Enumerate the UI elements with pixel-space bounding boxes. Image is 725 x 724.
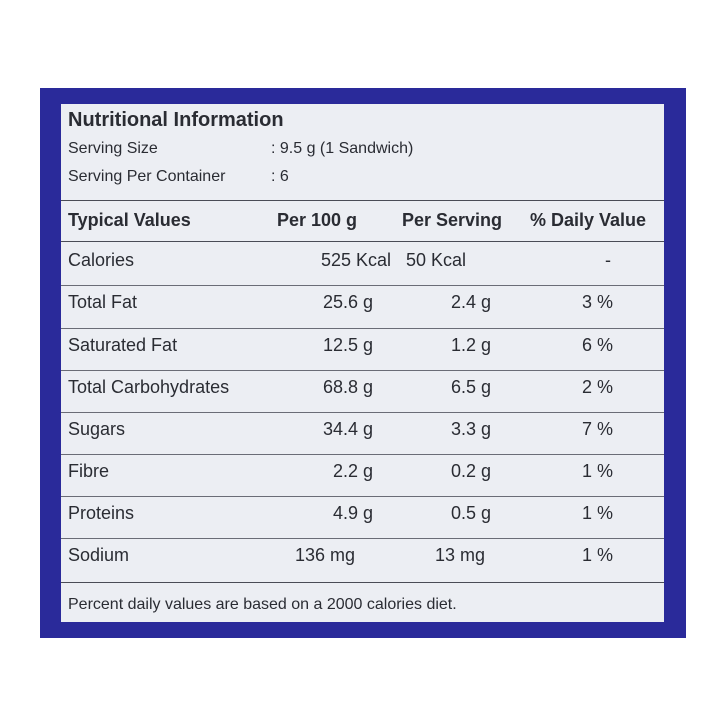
row-daily-value: 7 % xyxy=(581,419,613,439)
row-per-serving: 13 mg xyxy=(434,545,485,565)
row-per-100g: 525 Kcal xyxy=(320,250,391,270)
table-row: Sugars 34.4 g 3.3 g 7 % xyxy=(61,413,664,455)
row-per-serving: 0.2 g xyxy=(450,461,491,481)
table-row: Total Carbohydrates 68.8 g 6.5 g 2 % xyxy=(61,371,664,413)
row-per-100g: 25.6 g xyxy=(322,292,373,312)
table-row: Calories 525 Kcal 50 Kcal - xyxy=(61,244,664,286)
label-title: Nutritional Information xyxy=(68,109,284,131)
column-header-typical-values: Typical Values xyxy=(68,210,191,230)
row-name: Total Carbohydrates xyxy=(68,377,230,397)
row-per-100g: 2.2 g xyxy=(332,461,373,481)
column-header-daily-value: % Daily Value xyxy=(530,210,647,230)
row-per-100g: 136 mg xyxy=(294,545,355,565)
serving-size-label: Serving Size xyxy=(68,140,158,157)
row-daily-value: 6 % xyxy=(581,335,613,355)
row-daily-value: 1 % xyxy=(581,461,613,481)
row-per-serving: 50 Kcal xyxy=(405,250,466,270)
table-row: Saturated Fat 12.5 g 1.2 g 6 % xyxy=(61,329,664,371)
row-divider xyxy=(61,496,664,497)
servings-per-container-label: Serving Per Container xyxy=(68,168,226,185)
serving-size-value: : 9.5 g (1 Sandwich) xyxy=(271,140,414,157)
column-header-per-serving: Per Serving xyxy=(402,210,503,230)
servings-per-container-value: : 6 xyxy=(271,168,289,185)
row-per-100g: 12.5 g xyxy=(322,335,373,355)
header-divider-bottom xyxy=(61,241,664,242)
row-name: Saturated Fat xyxy=(68,335,178,355)
row-per-100g: 4.9 g xyxy=(332,503,373,523)
row-divider xyxy=(61,370,664,371)
row-daily-value: 1 % xyxy=(581,545,613,565)
row-daily-value: - xyxy=(605,250,611,270)
row-divider xyxy=(61,454,664,455)
table-row: Total Fat 25.6 g 2.4 g 3 % xyxy=(61,286,664,328)
row-per-serving: 1.2 g xyxy=(450,335,491,355)
row-per-serving: 6.5 g xyxy=(450,377,491,397)
row-per-serving: 2.4 g xyxy=(450,292,491,312)
footnote: Percent daily values are based on a 2000… xyxy=(68,596,457,613)
row-daily-value: 3 % xyxy=(581,292,613,312)
row-per-100g: 34.4 g xyxy=(322,419,373,439)
row-name: Sugars xyxy=(68,419,126,439)
row-daily-value: 2 % xyxy=(581,377,613,397)
row-per-serving: 3.3 g xyxy=(450,419,491,439)
row-divider xyxy=(61,538,664,539)
row-name: Sodium xyxy=(68,545,130,565)
row-name: Fibre xyxy=(68,461,110,481)
label-border-frame: Nutritional Information Serving Size : 9… xyxy=(40,88,686,638)
footnote-divider xyxy=(61,582,664,583)
row-name: Proteins xyxy=(68,503,135,523)
header-divider-top xyxy=(61,200,664,201)
table-row: Fibre 2.2 g 0.2 g 1 % xyxy=(61,455,664,497)
column-header-per-100g: Per 100 g xyxy=(277,210,358,230)
row-divider xyxy=(61,285,664,286)
row-name: Calories xyxy=(68,250,135,270)
row-divider xyxy=(61,412,664,413)
row-per-serving: 0.5 g xyxy=(450,503,491,523)
row-divider xyxy=(61,328,664,329)
row-name: Total Fat xyxy=(68,292,138,312)
row-per-100g: 68.8 g xyxy=(322,377,373,397)
table-row: Proteins 4.9 g 0.5 g 1 % xyxy=(61,497,664,539)
row-daily-value: 1 % xyxy=(581,503,613,523)
nutrition-label-panel: Nutritional Information Serving Size : 9… xyxy=(61,104,664,622)
table-row: Sodium 136 mg 13 mg 1 % xyxy=(61,539,664,581)
